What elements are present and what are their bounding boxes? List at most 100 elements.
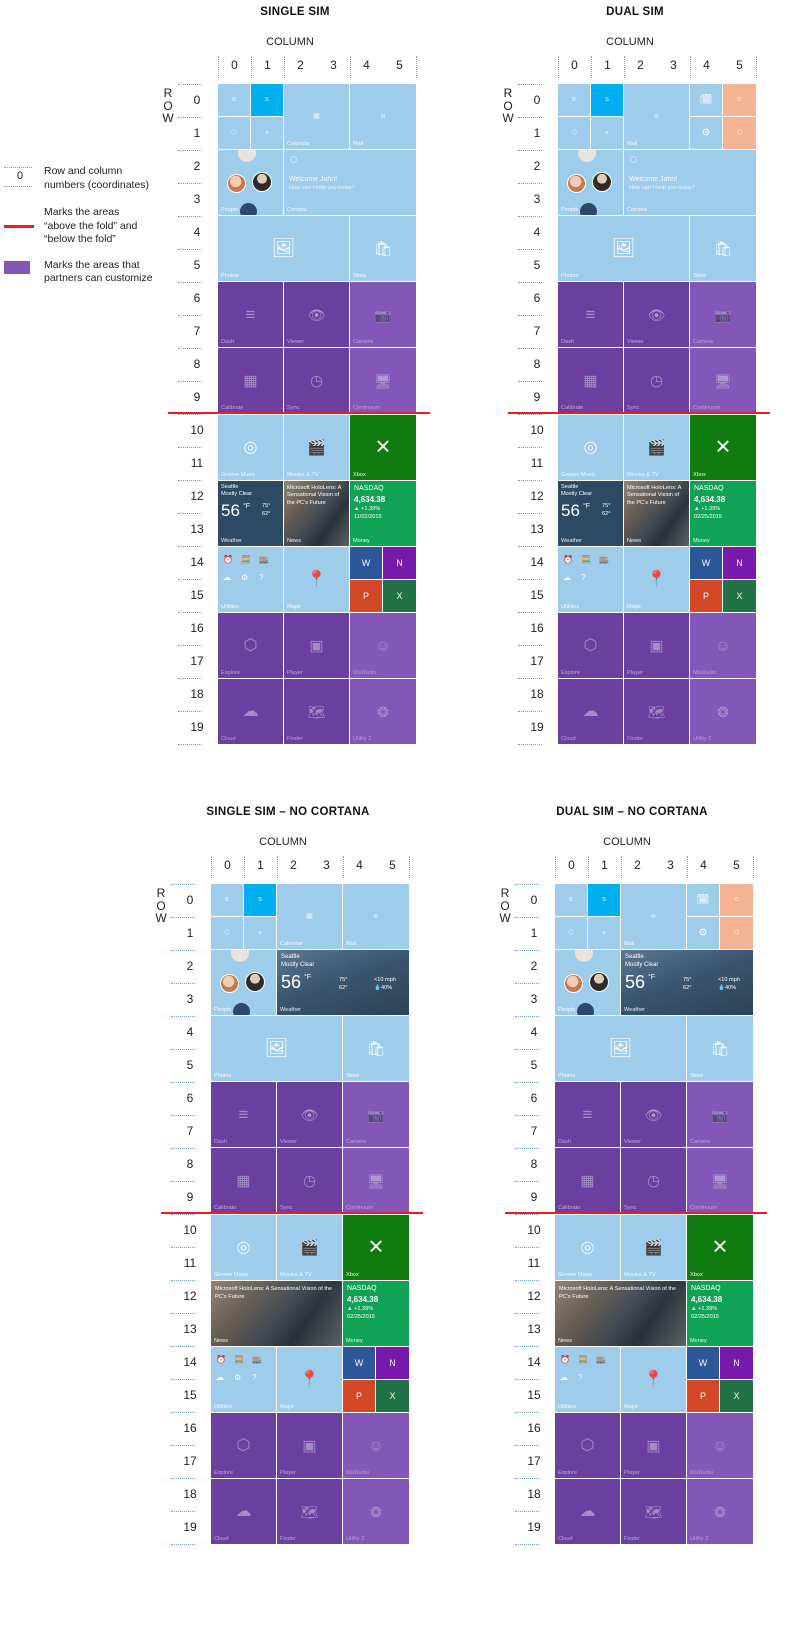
tile-finder[interactable]: 🗺 Finder (621, 1479, 686, 1544)
tile-messaging[interactable]: 🗨 (555, 917, 587, 949)
tile-powerpoint[interactable]: P (343, 1380, 375, 1412)
tile-viewer[interactable]: 👁 Viewer (284, 282, 349, 347)
tile-groove-music[interactable]: ◎ Groove Music (218, 415, 283, 480)
tile-maps[interactable]: 📍 Maps (621, 1347, 686, 1412)
tile-messaging[interactable]: 🗨 (218, 117, 250, 149)
tile-word[interactable]: W (343, 1347, 375, 1379)
tile-mixradio[interactable]: ☺ MixRadio (690, 613, 756, 678)
tile-camera[interactable]: 📷 Camera (690, 282, 756, 347)
tile-edge[interactable]: e (244, 917, 276, 949)
tile-word[interactable]: W (690, 547, 722, 579)
tile-skype[interactable]: S (251, 84, 283, 116)
tile-store[interactable]: 🛍 Store (690, 216, 756, 281)
tile-calibrate[interactable]: ▦ Calibrate (555, 1148, 620, 1213)
tile-messaging-sim2[interactable]: 🗨 (720, 917, 753, 949)
tile-utilities[interactable]: ⏰ 🧮 🏬 ☁ ? Utilities (555, 1347, 620, 1412)
tile-utility-2[interactable]: ❂ Utility 2 (350, 679, 416, 744)
tile-continuum[interactable]: 🖥 Continuum (343, 1148, 409, 1213)
tile-people[interactable]: People (555, 950, 620, 1015)
tile-sync[interactable]: ◷ Sync (624, 348, 689, 413)
tile-phone[interactable]: ✆ (555, 884, 587, 916)
tile-utilities[interactable]: ⏰ 🧮 🏬 ☁ ? Utilities (558, 547, 623, 612)
tile-money[interactable]: NASDAQ 4,634.38 ▲ +1.39% 11/02/2015 Mone… (350, 481, 416, 546)
tile-calibrate[interactable]: ▦ Calibrate (211, 1148, 276, 1213)
tile-edge[interactable]: e (251, 117, 283, 149)
tile-weather[interactable]: Seattle Mostly Clear 56 °F 75° 62° Weath… (558, 481, 623, 546)
tile-money[interactable]: NASDAQ 4,634.38 ▲ +1.39% 02/25/2015 Mone… (343, 1281, 409, 1346)
tile-photos[interactable]: 🖼 Photos (555, 1016, 686, 1081)
tile-onenote[interactable]: N (720, 1347, 753, 1379)
tile-money[interactable]: NASDAQ 4,634.38 ▲ +1.39% 02/25/2015 Mone… (690, 481, 756, 546)
tile-skype[interactable]: S (591, 84, 623, 116)
tile-continuum[interactable]: 🖥 Continuum (690, 348, 756, 413)
tile-utility-2[interactable]: ❂ Utility 2 (690, 679, 756, 744)
tile-powerpoint[interactable]: P (690, 580, 722, 612)
tile-mixradio[interactable]: ☺ MixRadio (350, 613, 416, 678)
tile-cloud[interactable]: ☁ Cloud (558, 679, 623, 744)
tile-player[interactable]: ▣ Player (284, 613, 349, 678)
tile-excel[interactable]: X (383, 580, 416, 612)
tile-utility-2[interactable]: ❂ Utility 2 (687, 1479, 753, 1544)
tile-utilities[interactable]: ⏰ 🧮 🏬 ☁ ⚙ ? Utilities (218, 547, 283, 612)
tile-excel[interactable]: X (720, 1380, 753, 1412)
tile-dash[interactable]: ≡ Dash (558, 282, 623, 347)
tile-photos[interactable]: 🖼 Photos (558, 216, 689, 281)
tile-calibrate[interactable]: ▦ Calibrate (218, 348, 283, 413)
tile-phone-sim2[interactable]: ✆ (723, 84, 756, 116)
tile-word[interactable]: W (350, 547, 382, 579)
tile-calendar[interactable]: 🗓 (687, 884, 719, 916)
tile-viewer[interactable]: 👁 Viewer (624, 282, 689, 347)
tile-people[interactable]: People (211, 950, 276, 1015)
tile-onenote[interactable]: N (383, 547, 416, 579)
tile-mail[interactable]: ✉ Mail (350, 84, 416, 149)
tile-calendar[interactable]: 🗓 Calendar (284, 84, 349, 149)
tile-mixradio[interactable]: ☺ MixRadio (687, 1413, 753, 1478)
tile-camera[interactable]: 📷 Camera (350, 282, 416, 347)
tile-movies-tv[interactable]: 🎬 Movies & TV (624, 415, 689, 480)
tile-maps[interactable]: 📍 Maps (624, 547, 689, 612)
tile-mail[interactable]: ✉ Mail (624, 84, 689, 149)
tile-finder[interactable]: 🗺 Finder (284, 679, 349, 744)
tile-phone[interactable]: ✆ (558, 84, 590, 116)
tile-player[interactable]: ▣ Player (277, 1413, 342, 1478)
tile-cloud[interactable]: ☁ Cloud (555, 1479, 620, 1544)
tile-cloud[interactable]: ☁ Cloud (211, 1479, 276, 1544)
tile-onenote[interactable]: N (723, 547, 756, 579)
tile-store[interactable]: 🛍 Store (687, 1016, 753, 1081)
tile-onenote[interactable]: N (376, 1347, 409, 1379)
tile-word[interactable]: W (687, 1347, 719, 1379)
tile-messaging[interactable]: 🗨 (211, 917, 243, 949)
tile-settings[interactable]: ⚙ (690, 117, 722, 149)
tile-finder[interactable]: 🗺 Finder (624, 679, 689, 744)
tile-people[interactable]: People (558, 150, 623, 215)
tile-skype[interactable]: S (244, 884, 276, 916)
tile-skype[interactable]: S (588, 884, 620, 916)
tile-money[interactable]: NASDAQ 4,634.38 ▲ +1.39% 02/25/2015 Mone… (687, 1281, 753, 1346)
tile-camera[interactable]: 📷 Camera (343, 1082, 409, 1147)
tile-camera[interactable]: 📷 Camera (687, 1082, 753, 1147)
tile-xbox[interactable]: ✕ Xbox (350, 415, 416, 480)
tile-xbox[interactable]: ✕ Xbox (687, 1215, 753, 1280)
tile-store[interactable]: 🛍 Store (343, 1016, 409, 1081)
tile-maps[interactable]: 📍 Maps (277, 1347, 342, 1412)
tile-utilities[interactable]: ⏰ 🧮 🏬 ☁ ⚙ ? Utilities (211, 1347, 276, 1412)
tile-news-wide[interactable]: Microsoft HoloLens: A Sensational Vision… (211, 1281, 342, 1346)
tile-edge[interactable]: e (588, 917, 620, 949)
tile-news[interactable]: Microsoft HoloLens: A Sensational Vision… (284, 481, 349, 546)
tile-explore[interactable]: ⬡ Explore (558, 613, 623, 678)
tile-messaging[interactable]: 🗨 (558, 117, 590, 149)
tile-explore[interactable]: ⬡ Explore (555, 1413, 620, 1478)
tile-mail[interactable]: ✉ Mail (343, 884, 409, 949)
tile-movies-tv[interactable]: 🎬 Movies & TV (621, 1215, 686, 1280)
tile-maps[interactable]: 📍 Maps (284, 547, 349, 612)
tile-calendar[interactable]: 🗓 Calendar (277, 884, 342, 949)
tile-cortana[interactable]: Welcome John! How can I help you today? … (284, 150, 416, 215)
tile-phone[interactable]: ✆ (211, 884, 243, 916)
tile-weather-wide[interactable]: Seattle Mostly Clear 56 °F 75° 62° <10 m… (277, 950, 409, 1015)
tile-messaging-sim2[interactable]: 🗨 (723, 117, 756, 149)
tile-sync[interactable]: ◷ Sync (277, 1148, 342, 1213)
tile-dash[interactable]: ≡ Dash (218, 282, 283, 347)
tile-calendar[interactable]: 🗓 (690, 84, 722, 116)
tile-dash[interactable]: ≡ Dash (211, 1082, 276, 1147)
tile-mixradio[interactable]: ☺ MixRadio (343, 1413, 409, 1478)
